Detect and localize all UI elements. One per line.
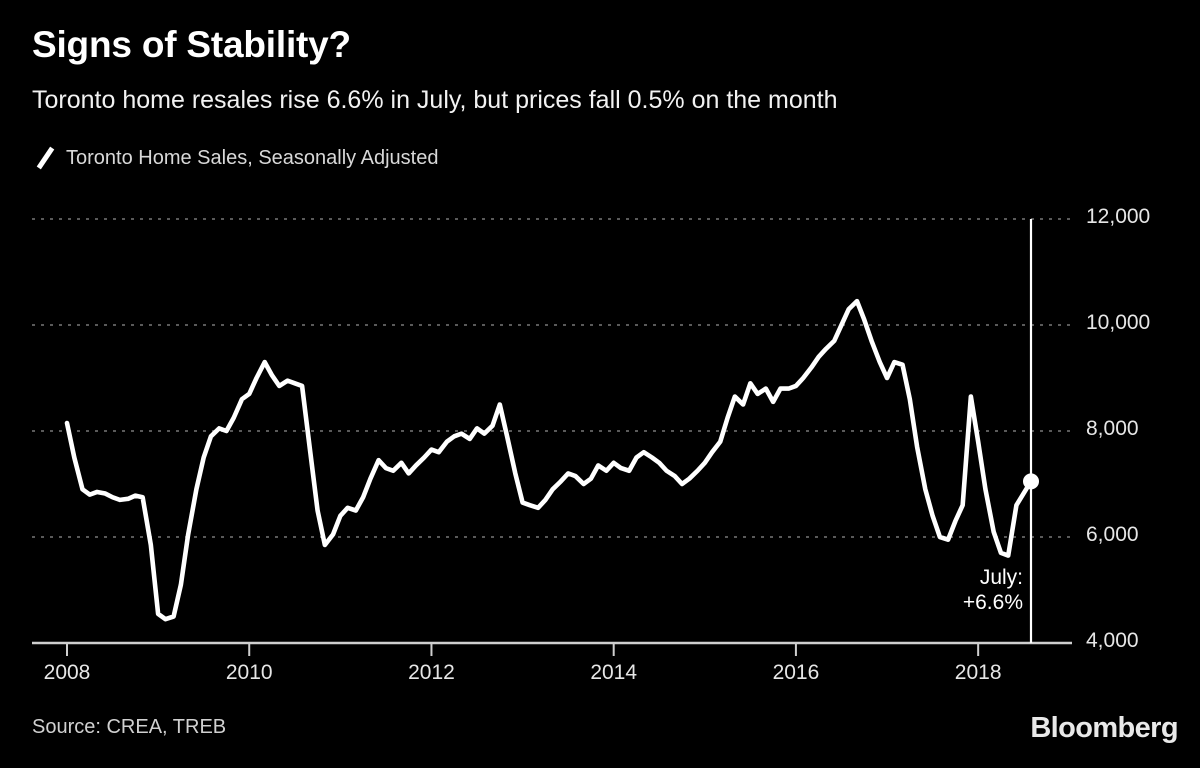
page-title: Signs of Stability? xyxy=(32,24,351,65)
y-axis-tick-label: 6,000 xyxy=(1086,523,1139,546)
x-axis-tick-label: 2010 xyxy=(225,661,273,684)
page-subtitle: Toronto home resales rise 6.6% in July, … xyxy=(32,86,838,114)
x-axis-tick-label: 2014 xyxy=(590,661,638,684)
chart-legend: Toronto Home Sales, Seasonally Adjusted xyxy=(34,145,438,171)
annotation-line-2: +6.6% xyxy=(962,591,1023,615)
y-axis-tick-label: 4,000 xyxy=(1086,629,1139,652)
chart-gridlines xyxy=(32,218,1072,538)
x-axis-tick-label: 2018 xyxy=(954,661,1002,684)
y-axis-tick-label: 8,000 xyxy=(1086,417,1139,440)
x-axis-tick-label: 2016 xyxy=(772,661,820,684)
source-note: Source: CREA, TREB xyxy=(32,716,227,738)
x-axis-tick-label: 2012 xyxy=(408,661,455,684)
annotation-line-1: July: xyxy=(979,566,1023,589)
series-line-toronto-home-sales xyxy=(64,298,1034,622)
y-axis-tick-label: 10,000 xyxy=(1086,311,1151,334)
bloomberg-logo: Bloomberg xyxy=(1030,712,1178,744)
chart-axes xyxy=(32,641,1072,656)
x-axis-tick-label: 2008 xyxy=(43,661,91,684)
legend-series-label: Toronto Home Sales, Seasonally Adjusted xyxy=(66,146,439,169)
july-annotation: July: +6.6% xyxy=(963,565,1023,615)
july-highlight-point xyxy=(1023,473,1039,490)
y-axis-tick-label: 12,000 xyxy=(1086,205,1151,228)
